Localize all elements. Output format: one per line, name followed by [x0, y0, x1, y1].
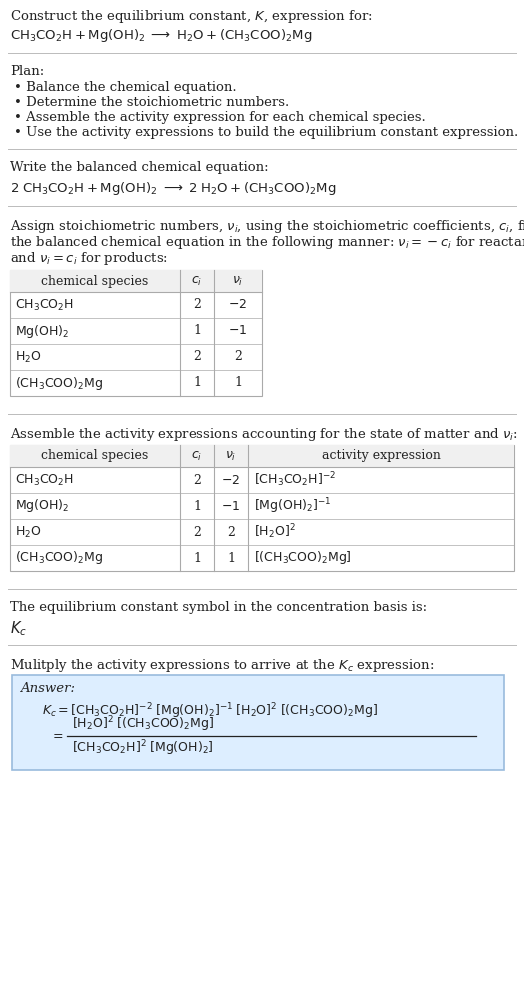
Text: Construct the equilibrium constant, $K$, expression for:: Construct the equilibrium constant, $K$,… [10, 8, 373, 25]
Text: $[\mathrm{H_2O}]^2$: $[\mathrm{H_2O}]^2$ [254, 523, 296, 542]
Bar [10, 445, 514, 467]
Bar [12, 675, 504, 770]
Text: $-1$: $-1$ [228, 325, 248, 337]
Text: $[\mathrm{CH_3CO_2H}]^2\;[\mathrm{Mg(OH)_2}]$: $[\mathrm{CH_3CO_2H}]^2\;[\mathrm{Mg(OH)… [72, 738, 214, 757]
Text: $\mathrm{Mg(OH)_2}$: $\mathrm{Mg(OH)_2}$ [15, 323, 70, 339]
Text: • Assemble the activity expression for each chemical species.: • Assemble the activity expression for e… [14, 111, 425, 124]
Text: activity expression: activity expression [322, 449, 441, 462]
Text: $-2$: $-2$ [228, 298, 247, 312]
Text: $=$: $=$ [50, 729, 64, 742]
Text: • Use the activity expressions to build the equilibrium constant expression.: • Use the activity expressions to build … [14, 126, 518, 139]
Text: Assign stoichiometric numbers, $\nu_i$, using the stoichiometric coefficients, $: Assign stoichiometric numbers, $\nu_i$, … [10, 218, 524, 235]
Text: 1: 1 [193, 325, 201, 337]
Text: $\mathrm{CH_3CO_2H}$: $\mathrm{CH_3CO_2H}$ [15, 297, 74, 313]
Text: 2: 2 [227, 526, 235, 539]
Text: 1: 1 [193, 377, 201, 389]
Text: and $\nu_i = c_i$ for products:: and $\nu_i = c_i$ for products: [10, 250, 168, 267]
Text: $\mathrm{2\;CH_3CO_2H + Mg(OH)_2 \;\longrightarrow\; 2\;H_2O + (CH_3COO)_2Mg}$: $\mathrm{2\;CH_3CO_2H + Mg(OH)_2 \;\long… [10, 180, 336, 197]
Text: $\mathrm{H_2O}$: $\mathrm{H_2O}$ [15, 525, 41, 540]
Text: $-2$: $-2$ [222, 474, 241, 487]
Text: 2: 2 [193, 474, 201, 487]
Text: $\nu_i$: $\nu_i$ [225, 449, 237, 463]
Text: $[\mathrm{CH_3CO_2H}]^{-2}$: $[\mathrm{CH_3CO_2H}]^{-2}$ [254, 471, 336, 490]
Text: $K_c$: $K_c$ [10, 619, 27, 638]
Text: 1: 1 [193, 499, 201, 512]
Bar [10, 445, 514, 571]
Text: Write the balanced chemical equation:: Write the balanced chemical equation: [10, 161, 269, 174]
Text: 2: 2 [193, 350, 201, 364]
Text: $\mathrm{H_2O}$: $\mathrm{H_2O}$ [15, 349, 41, 365]
Text: chemical species: chemical species [41, 275, 149, 287]
Bar [10, 270, 262, 396]
Text: $\mathrm{CH_3CO_2H + Mg(OH)_2 \;\longrightarrow\; H_2O + (CH_3COO)_2Mg}$: $\mathrm{CH_3CO_2H + Mg(OH)_2 \;\longrig… [10, 27, 312, 44]
Text: $[(\mathrm{CH_3COO})_2\mathrm{Mg}]$: $[(\mathrm{CH_3COO})_2\mathrm{Mg}]$ [254, 549, 352, 566]
Text: 2: 2 [234, 350, 242, 364]
Text: chemical species: chemical species [41, 449, 149, 462]
Text: 1: 1 [227, 551, 235, 564]
Text: $c_i$: $c_i$ [191, 449, 203, 463]
Text: $-1$: $-1$ [221, 499, 241, 512]
Text: $c_i$: $c_i$ [191, 275, 203, 287]
Text: 2: 2 [193, 526, 201, 539]
Text: 2: 2 [193, 298, 201, 312]
Bar [10, 270, 262, 292]
Text: $K_c = [\mathrm{CH_3CO_2H}]^{-2}\;[\mathrm{Mg(OH)_2}]^{-1}\;[\mathrm{H_2O}]^2\;[: $K_c = [\mathrm{CH_3CO_2H}]^{-2}\;[\math… [42, 701, 378, 721]
Text: Plan:: Plan: [10, 65, 44, 78]
Text: • Determine the stoichiometric numbers.: • Determine the stoichiometric numbers. [14, 96, 289, 109]
Text: the balanced chemical equation in the following manner: $\nu_i = -c_i$ for react: the balanced chemical equation in the fo… [10, 234, 524, 251]
Text: $[\mathrm{H_2O}]^2\;[(\mathrm{CH_3COO})_2\mathrm{Mg}]$: $[\mathrm{H_2O}]^2\;[(\mathrm{CH_3COO})_… [72, 714, 214, 734]
Text: The equilibrium constant symbol in the concentration basis is:: The equilibrium constant symbol in the c… [10, 601, 427, 614]
Text: 1: 1 [234, 377, 242, 389]
Text: $\nu_i$: $\nu_i$ [232, 275, 244, 287]
Text: • Balance the chemical equation.: • Balance the chemical equation. [14, 81, 237, 94]
Text: Mulitply the activity expressions to arrive at the $K_c$ expression:: Mulitply the activity expressions to arr… [10, 657, 434, 674]
Text: $\mathrm{Mg(OH)_2}$: $\mathrm{Mg(OH)_2}$ [15, 497, 70, 514]
Text: $\mathrm{(CH_3COO)_2Mg}$: $\mathrm{(CH_3COO)_2Mg}$ [15, 549, 103, 566]
Text: $[\mathrm{Mg(OH)_2}]^{-1}$: $[\mathrm{Mg(OH)_2}]^{-1}$ [254, 496, 332, 516]
Text: $\mathrm{(CH_3COO)_2Mg}$: $\mathrm{(CH_3COO)_2Mg}$ [15, 375, 103, 391]
Text: Answer:: Answer: [20, 682, 75, 695]
Text: 1: 1 [193, 551, 201, 564]
Text: $\mathrm{CH_3CO_2H}$: $\mathrm{CH_3CO_2H}$ [15, 473, 74, 488]
Text: Assemble the activity expressions accounting for the state of matter and $\nu_i$: Assemble the activity expressions accoun… [10, 426, 518, 443]
